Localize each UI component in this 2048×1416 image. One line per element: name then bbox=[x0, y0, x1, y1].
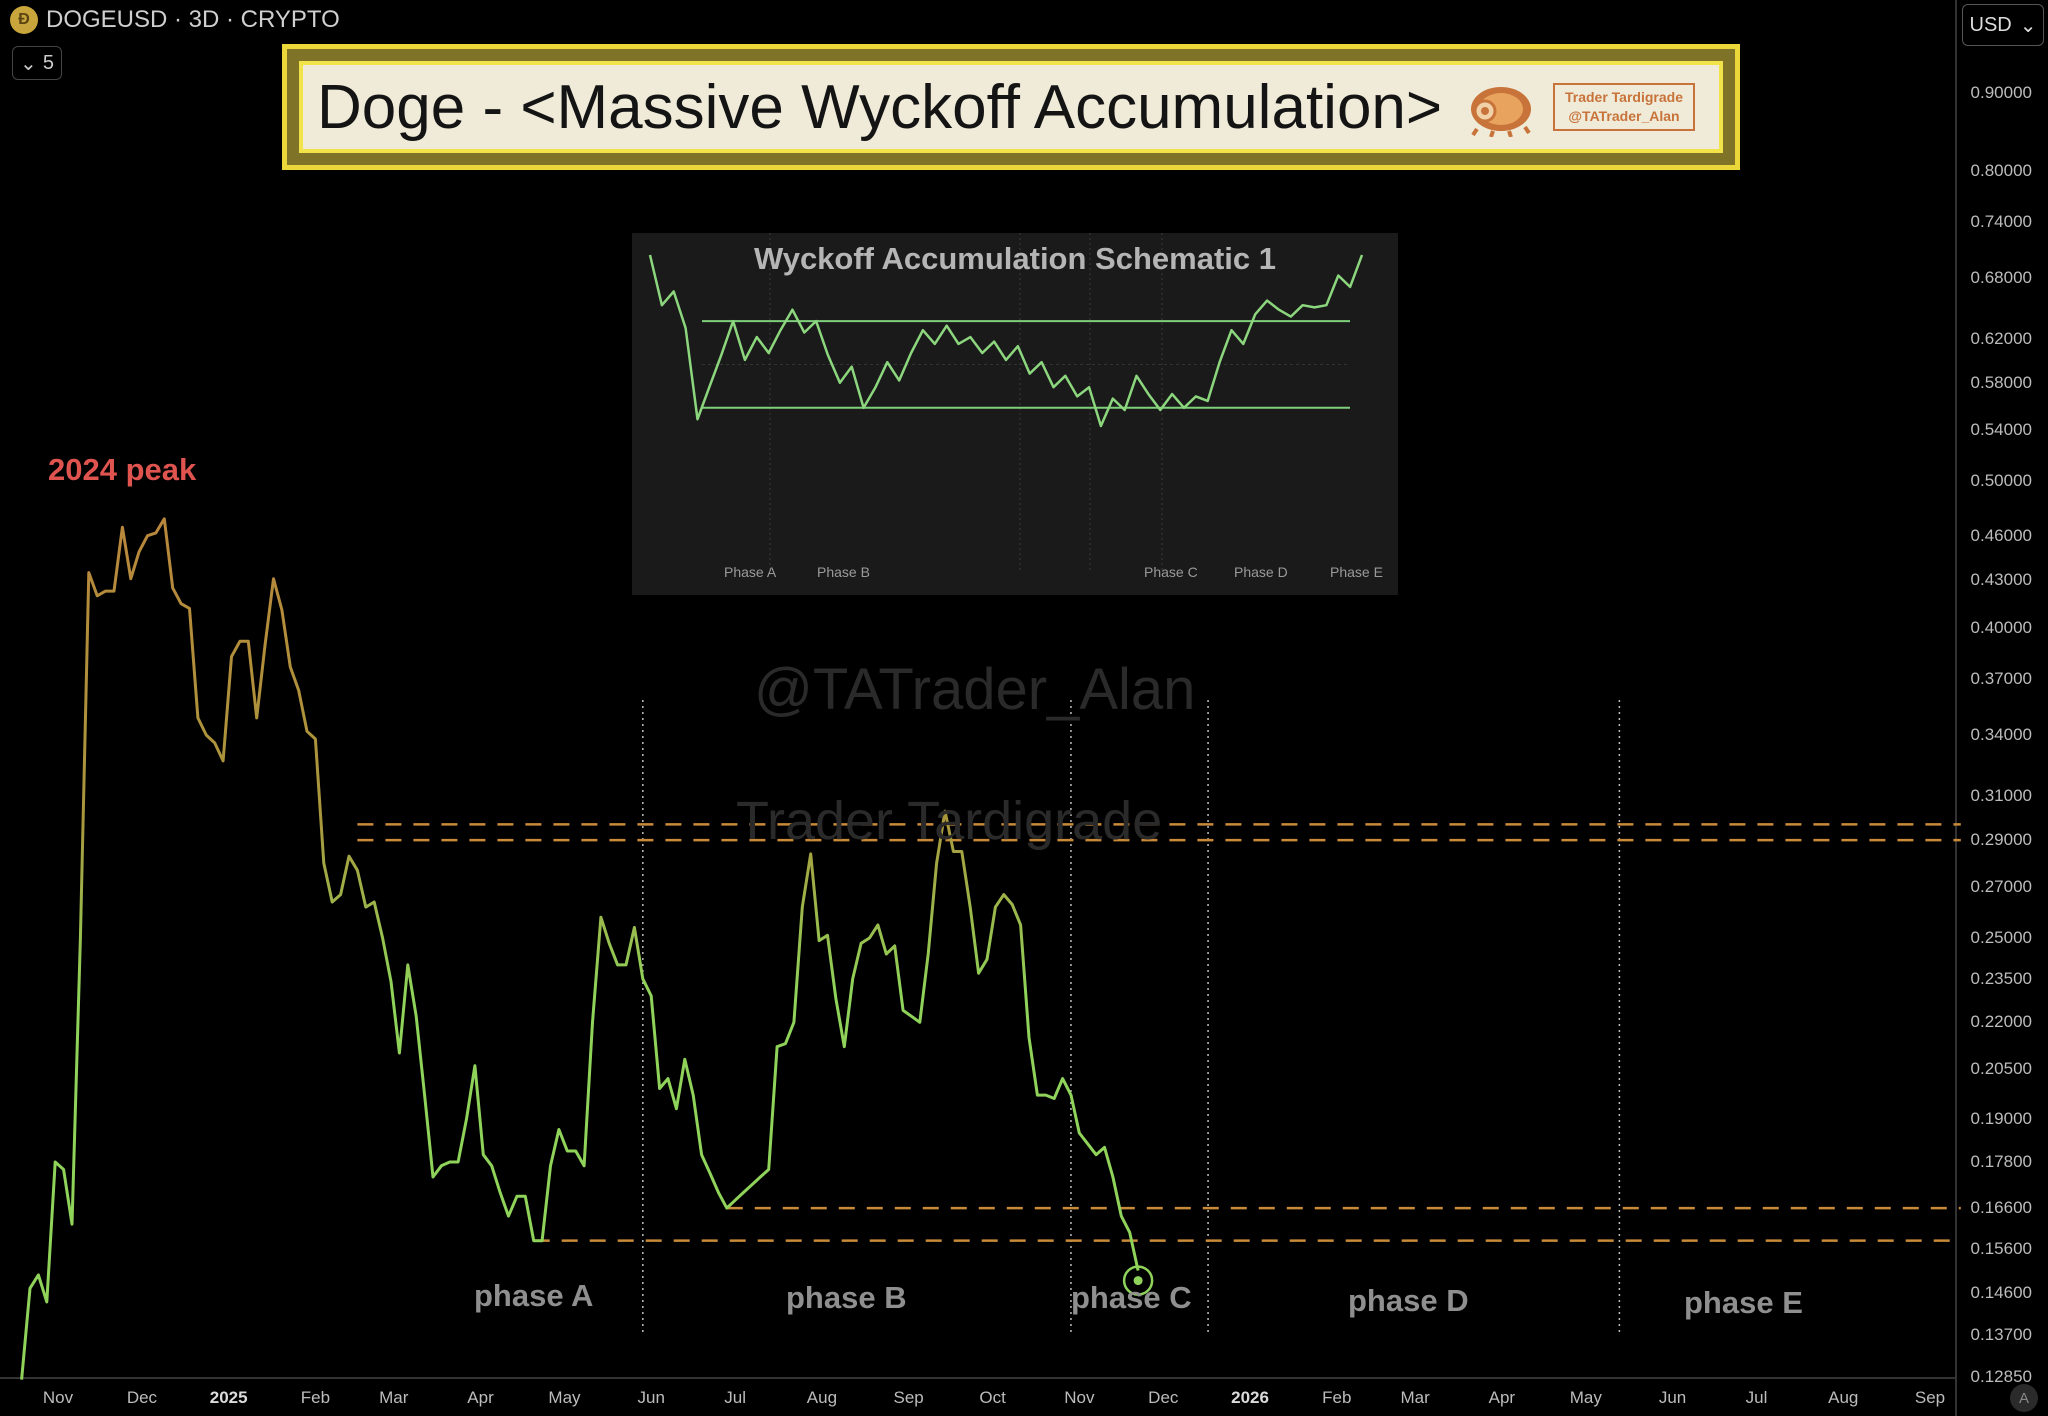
time-tick-label: Sep bbox=[893, 1388, 924, 1407]
phase-b-label: phase B bbox=[786, 1280, 907, 1315]
price-tick-label: 0.31000 bbox=[1970, 786, 2032, 806]
time-tick-label: Mar bbox=[379, 1388, 409, 1407]
phase-a-label: phase A bbox=[474, 1278, 594, 1313]
price-tick-label: 0.27000 bbox=[1970, 877, 2032, 897]
price-marker-dot bbox=[1133, 1276, 1143, 1286]
price-tick-label: 0.62000 bbox=[1970, 328, 2032, 348]
chevron-down-icon: ⌄ bbox=[2019, 14, 2037, 37]
price-marker-ring bbox=[1122, 1265, 1154, 1296]
time-tick-label: Apr bbox=[467, 1388, 494, 1407]
time-tick-label: Feb bbox=[300, 1388, 331, 1407]
price-tick-label: 0.37000 bbox=[1970, 669, 2032, 689]
price-tick-label: 0.19000 bbox=[1970, 1109, 2032, 1128]
banner-title: Doge - <Massive Wyckoff Accumulation> bbox=[317, 72, 1443, 142]
price-tick-label: 0.29000 bbox=[1970, 830, 2032, 850]
time-tick-label: Jun bbox=[637, 1388, 665, 1407]
price-tick-label: 0.34000 bbox=[1970, 725, 2032, 745]
time-tick-label: 2025 bbox=[209, 1388, 248, 1407]
tardigrade-icon bbox=[1470, 87, 1531, 137]
phase-e-label: phase E bbox=[1684, 1285, 1803, 1320]
price-tick-label: 0.14600 bbox=[1970, 1282, 2032, 1302]
time-tick-label: Aug bbox=[806, 1388, 838, 1407]
time-tick-label: Feb bbox=[1322, 1388, 1352, 1407]
indicators-toggle-button[interactable]: ⌄ 5 bbox=[12, 46, 62, 80]
watermark-handle: @TATrader_Alan bbox=[754, 657, 1196, 722]
price-tick-label: 0.90000 bbox=[1970, 83, 2032, 102]
chevron-down-icon: ⌄ bbox=[20, 52, 37, 75]
price-tick-label: 0.15600 bbox=[1970, 1239, 2032, 1259]
indicator-count: 5 bbox=[42, 51, 54, 74]
phase-d-label: phase D bbox=[1348, 1283, 1469, 1318]
inset-title: Wyckoff Accumulation Schematic 1 bbox=[754, 241, 1276, 276]
time-tick-label: Jul bbox=[1745, 1388, 1768, 1407]
doge-coin-icon: Ð bbox=[10, 6, 38, 34]
peak-label: 2024 peak bbox=[48, 452, 197, 487]
inset-phase-c: Phase C bbox=[1144, 564, 1198, 580]
time-tick-label: Dec bbox=[126, 1388, 158, 1407]
inset-phase-e: Phase E bbox=[1330, 564, 1383, 580]
author-logo-text: Trader Tardigrade @TATrader_Alan bbox=[1552, 83, 1695, 131]
time-tick-label: Jun bbox=[1658, 1388, 1687, 1407]
inset-phase-a: Phase A bbox=[724, 564, 777, 580]
price-tick-label: 0.13700 bbox=[1970, 1324, 2032, 1344]
time-tick-label: Aug bbox=[1828, 1388, 1859, 1407]
price-tick-label: 0.16600 bbox=[1970, 1198, 2032, 1218]
time-tick-label: May bbox=[548, 1388, 581, 1407]
price-tick-label: 0.22000 bbox=[1970, 1012, 2032, 1032]
author-logo: Trader Tardigrade @TATrader_Alan bbox=[1463, 77, 1695, 137]
time-tick-label: Jul bbox=[724, 1388, 747, 1407]
time-tick-label: Dec bbox=[1148, 1388, 1179, 1407]
price-tick-label: 0.23500 bbox=[1970, 968, 2032, 988]
phase-c-label: phase C bbox=[1071, 1280, 1192, 1315]
schematic-chart bbox=[648, 233, 1364, 573]
inset-price-line bbox=[648, 254, 1364, 428]
logo-handle: @TATrader_Alan bbox=[1568, 108, 1680, 124]
symbol-title: DOGEUSD · 3D · CRYPTO bbox=[46, 6, 340, 33]
price-tick-label: 0.74000 bbox=[1970, 212, 2032, 232]
time-tick-label: Sep bbox=[1914, 1388, 1946, 1407]
price-tick-label: 0.43000 bbox=[1970, 570, 2032, 590]
price-tick-label: 0.80000 bbox=[1970, 160, 2032, 180]
price-tick-label: 0.12850 bbox=[1970, 1367, 2032, 1386]
time-tick-label: Nov bbox=[42, 1388, 74, 1407]
time-tick-label: May bbox=[1569, 1388, 1602, 1407]
title-banner: Doge - <Massive Wyckoff Accumulation> Tr… bbox=[282, 44, 1740, 170]
price-tick-label: 0.17800 bbox=[1970, 1152, 2032, 1172]
time-tick-label: 2026 bbox=[1231, 1388, 1269, 1407]
price-tick-label: 0.54000 bbox=[1970, 419, 2032, 439]
time-tick-label: Apr bbox=[1488, 1388, 1516, 1407]
logo-name: Trader Tardigrade bbox=[1564, 89, 1683, 105]
price-tick-label: 0.20500 bbox=[1970, 1058, 2032, 1078]
symbol-header[interactable]: Ð DOGEUSD · 3D · CRYPTO bbox=[10, 6, 340, 34]
price-tick-label: 0.68000 bbox=[1970, 267, 2032, 287]
inset-phase-d: Phase D bbox=[1234, 564, 1288, 580]
price-tick-label: 0.46000 bbox=[1970, 525, 2032, 545]
price-tick-label: 0.50000 bbox=[1970, 470, 2032, 490]
price-tick-label: 0.40000 bbox=[1970, 617, 2032, 637]
time-tick-label: Nov bbox=[1064, 1388, 1095, 1407]
time-tick-label: Oct bbox=[979, 1388, 1006, 1407]
inset-phase-b: Phase B bbox=[817, 564, 870, 580]
price-tick-label: 0.25000 bbox=[1970, 927, 2032, 947]
time-tick-label: Mar bbox=[1400, 1388, 1430, 1407]
price-series-line bbox=[20, 517, 1140, 1380]
currency-select[interactable]: USD ⌄ bbox=[1962, 4, 2044, 46]
wyckoff-schematic-inset: Wyckoff Accumulation Schematic 1 Phase A… bbox=[632, 233, 1398, 595]
currency-label: USD bbox=[1969, 13, 2012, 36]
price-tick-label: 0.58000 bbox=[1970, 372, 2032, 392]
watermark-name: Trader Tardigrade bbox=[736, 791, 1163, 851]
auto-scale-button[interactable]: A bbox=[2010, 1384, 2038, 1412]
